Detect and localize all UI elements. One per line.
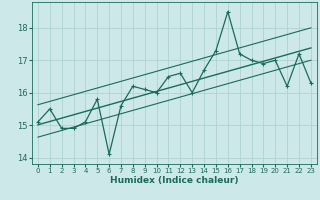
X-axis label: Humidex (Indice chaleur): Humidex (Indice chaleur)	[110, 176, 239, 185]
